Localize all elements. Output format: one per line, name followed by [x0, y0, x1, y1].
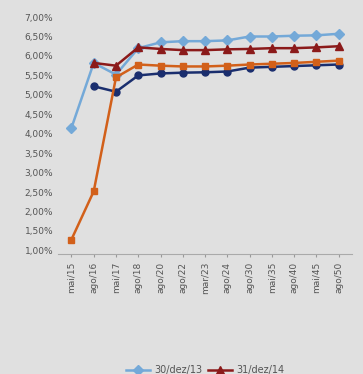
28/nov/14 [136, 73, 140, 78]
28/nov/14 [248, 65, 252, 70]
31/dez/14 [337, 44, 341, 49]
31/dez/14 [203, 48, 207, 52]
30/jan/15 [181, 64, 185, 69]
30/dez/13 [314, 33, 319, 37]
31/dez/14 [136, 45, 140, 50]
31/dez/14 [91, 61, 96, 65]
28/nov/14 [114, 89, 118, 94]
31/dez/14 [248, 47, 252, 51]
31/dez/14 [158, 47, 163, 51]
30/jan/15 [114, 75, 118, 80]
28/nov/14 [270, 65, 274, 69]
30/jan/15 [292, 61, 296, 65]
28/nov/14 [203, 70, 207, 74]
Line: 28/nov/14: 28/nov/14 [90, 61, 342, 95]
30/dez/13 [203, 39, 207, 43]
31/dez/14 [314, 45, 319, 50]
31/dez/14 [181, 48, 185, 52]
Line: 30/jan/15: 30/jan/15 [68, 57, 342, 243]
31/dez/14 [114, 64, 118, 68]
30/jan/15 [314, 59, 319, 64]
30/dez/13 [114, 73, 118, 77]
30/dez/13 [270, 34, 274, 39]
28/nov/14 [292, 64, 296, 68]
31/dez/14 [225, 47, 229, 52]
30/jan/15 [91, 189, 96, 194]
30/jan/15 [69, 237, 74, 242]
30/jan/15 [225, 64, 229, 68]
30/dez/13 [248, 34, 252, 39]
31/dez/14 [292, 46, 296, 50]
30/dez/13 [181, 39, 185, 43]
30/jan/15 [158, 64, 163, 68]
28/nov/14 [181, 70, 185, 75]
Line: 31/dez/14: 31/dez/14 [90, 42, 343, 70]
28/nov/14 [91, 84, 96, 89]
28/nov/14 [158, 71, 163, 76]
30/jan/15 [248, 62, 252, 67]
30/jan/15 [270, 61, 274, 66]
30/dez/13 [337, 31, 341, 36]
30/dez/13 [158, 40, 163, 45]
28/nov/14 [337, 62, 341, 67]
28/nov/14 [225, 69, 229, 74]
30/dez/13 [292, 34, 296, 38]
Legend: 30/dez/13, 28/nov/14, 31/dez/14, 30/jan/15: 30/dez/13, 28/nov/14, 31/dez/14, 30/jan/… [122, 361, 288, 374]
30/jan/15 [203, 64, 207, 69]
30/dez/13 [91, 61, 96, 65]
28/nov/14 [314, 63, 319, 68]
30/dez/13 [69, 126, 74, 130]
31/dez/14 [270, 46, 274, 50]
30/dez/13 [225, 38, 229, 43]
30/dez/13 [136, 46, 140, 50]
30/jan/15 [136, 62, 140, 67]
30/jan/15 [337, 58, 341, 63]
Line: 30/dez/13: 30/dez/13 [68, 30, 342, 131]
